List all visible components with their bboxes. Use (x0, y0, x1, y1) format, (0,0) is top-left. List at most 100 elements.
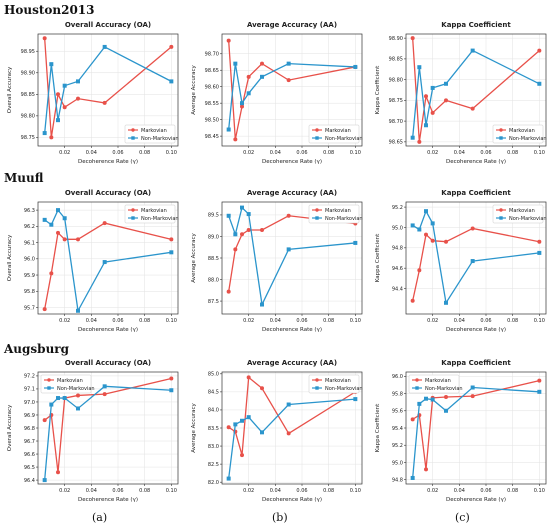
chart-title: Average Accuracy (AA) (247, 189, 337, 197)
data-point (430, 85, 435, 90)
x-tick-label: 0.08 (323, 318, 334, 324)
data-point (430, 397, 435, 402)
data-point (417, 139, 422, 144)
x-tick-label: 0.10 (166, 318, 177, 324)
legend: Markovian Non-Markovian (124, 124, 179, 144)
data-point (410, 36, 415, 41)
y-axis-label: Kappa Coefficient (375, 233, 381, 282)
plot-frame (405, 201, 547, 315)
y-tick-label: 97.1 (24, 387, 35, 393)
chart-title: Overall Accuracy (OA) (65, 21, 151, 29)
row-title-augsburg: Augsburg (4, 342, 70, 356)
data-point (233, 422, 238, 427)
data-point (470, 259, 475, 264)
data-point (470, 106, 475, 111)
data-point (410, 298, 415, 303)
data-point (102, 44, 107, 49)
x-tick-label: 0.02 (59, 318, 70, 324)
series-line-non-markovian (228, 398, 356, 479)
y-tick-label: 98.45 (205, 134, 219, 140)
data-point (424, 123, 428, 128)
data-point (49, 222, 54, 227)
data-point (56, 208, 60, 213)
data-point (49, 62, 54, 67)
legend-label: Markovian (141, 128, 167, 134)
data-point (470, 48, 475, 53)
x-axis-label: Decoherence Rate (γ) (78, 159, 138, 165)
chart-muufl-aa: Average Accuracy (AA) 0.02 0.04 0.06 0.08 0.1… (191, 189, 363, 333)
chart-houston-oa: Overall Accuracy (OA) 0.02 0.04 0.06 0.08 0.1… (7, 21, 179, 165)
x-tick-label: 0.10 (534, 150, 545, 156)
data-point (56, 230, 60, 235)
y-tick-label: 96.8 (24, 426, 35, 432)
data-point (410, 135, 415, 140)
y-axis-label: Overall Accuracy (7, 404, 13, 451)
data-point (226, 289, 231, 294)
x-tick-label: 0.10 (534, 488, 545, 494)
y-tick-label: 88.0 (208, 277, 219, 283)
data-point (260, 386, 264, 391)
y-tick-label: 96.4 (24, 478, 35, 484)
x-tick-label: 0.08 (507, 150, 518, 156)
data-point (286, 213, 291, 218)
y-axis-label: Kappa Coefficient (375, 403, 381, 452)
chart-title: Overall Accuracy (OA) (65, 189, 151, 197)
y-tick-label: 83.0 (208, 444, 219, 450)
chart-title: Kappa Coefficient (441, 359, 511, 367)
data-point (169, 237, 174, 242)
plot-frame (405, 33, 547, 147)
y-tick-label: 95.8 (24, 289, 35, 295)
subfigure-label-b: (b) (272, 511, 288, 524)
y-tick-label: 98.80 (21, 114, 35, 120)
series-line-markovian (228, 215, 356, 292)
data-point (42, 131, 47, 136)
x-tick-label: 0.10 (350, 318, 361, 324)
legend-label: Markovian (325, 208, 351, 214)
x-tick-label: 0.04 (86, 318, 97, 324)
data-point (62, 216, 67, 221)
data-point (417, 268, 422, 273)
data-point (226, 476, 231, 481)
x-tick-label: 0.08 (139, 488, 150, 494)
data-point (169, 250, 174, 255)
x-tick-label: 0.02 (243, 488, 254, 494)
data-point (49, 135, 54, 140)
data-point (286, 78, 291, 83)
data-point (246, 212, 251, 217)
data-point (102, 392, 107, 397)
legend-label: Non-Markovian (509, 216, 547, 222)
legend-label: Non-Markovian (325, 216, 363, 222)
series-line-non-markovian (412, 49, 540, 138)
data-point (240, 232, 244, 237)
x-tick-label: 0.04 (454, 488, 465, 494)
data-point (444, 239, 448, 244)
data-point (246, 375, 251, 380)
y-tick-label: 95.9 (24, 273, 35, 279)
y-tick-label: 98.75 (389, 98, 403, 104)
legend-marker (415, 378, 419, 382)
x-tick-label: 0.04 (454, 318, 465, 324)
data-point (62, 105, 67, 110)
data-point (169, 376, 174, 381)
legend-marker (315, 216, 319, 220)
legend-marker (47, 386, 51, 390)
x-tick-label: 0.10 (350, 150, 361, 156)
data-point (102, 384, 107, 389)
chart-title: Average Accuracy (AA) (247, 359, 337, 367)
x-tick-label: 0.04 (270, 150, 281, 156)
y-tick-label: 98.50 (205, 117, 219, 123)
data-point (537, 389, 542, 394)
data-point (56, 396, 60, 401)
legend-marker (131, 136, 135, 140)
y-tick-label: 98.65 (205, 68, 219, 74)
data-point (56, 118, 60, 123)
y-axis-label: Average Accuracy (191, 403, 197, 453)
y-tick-label: 82.5 (208, 462, 219, 468)
x-axis-label: Decoherence Rate (γ) (262, 327, 322, 333)
data-point (56, 92, 60, 97)
data-point (42, 307, 47, 312)
data-point (76, 406, 80, 411)
x-tick-label: 0.10 (350, 488, 361, 494)
y-tick-label: 98.80 (389, 77, 403, 83)
legend-marker (131, 208, 135, 212)
